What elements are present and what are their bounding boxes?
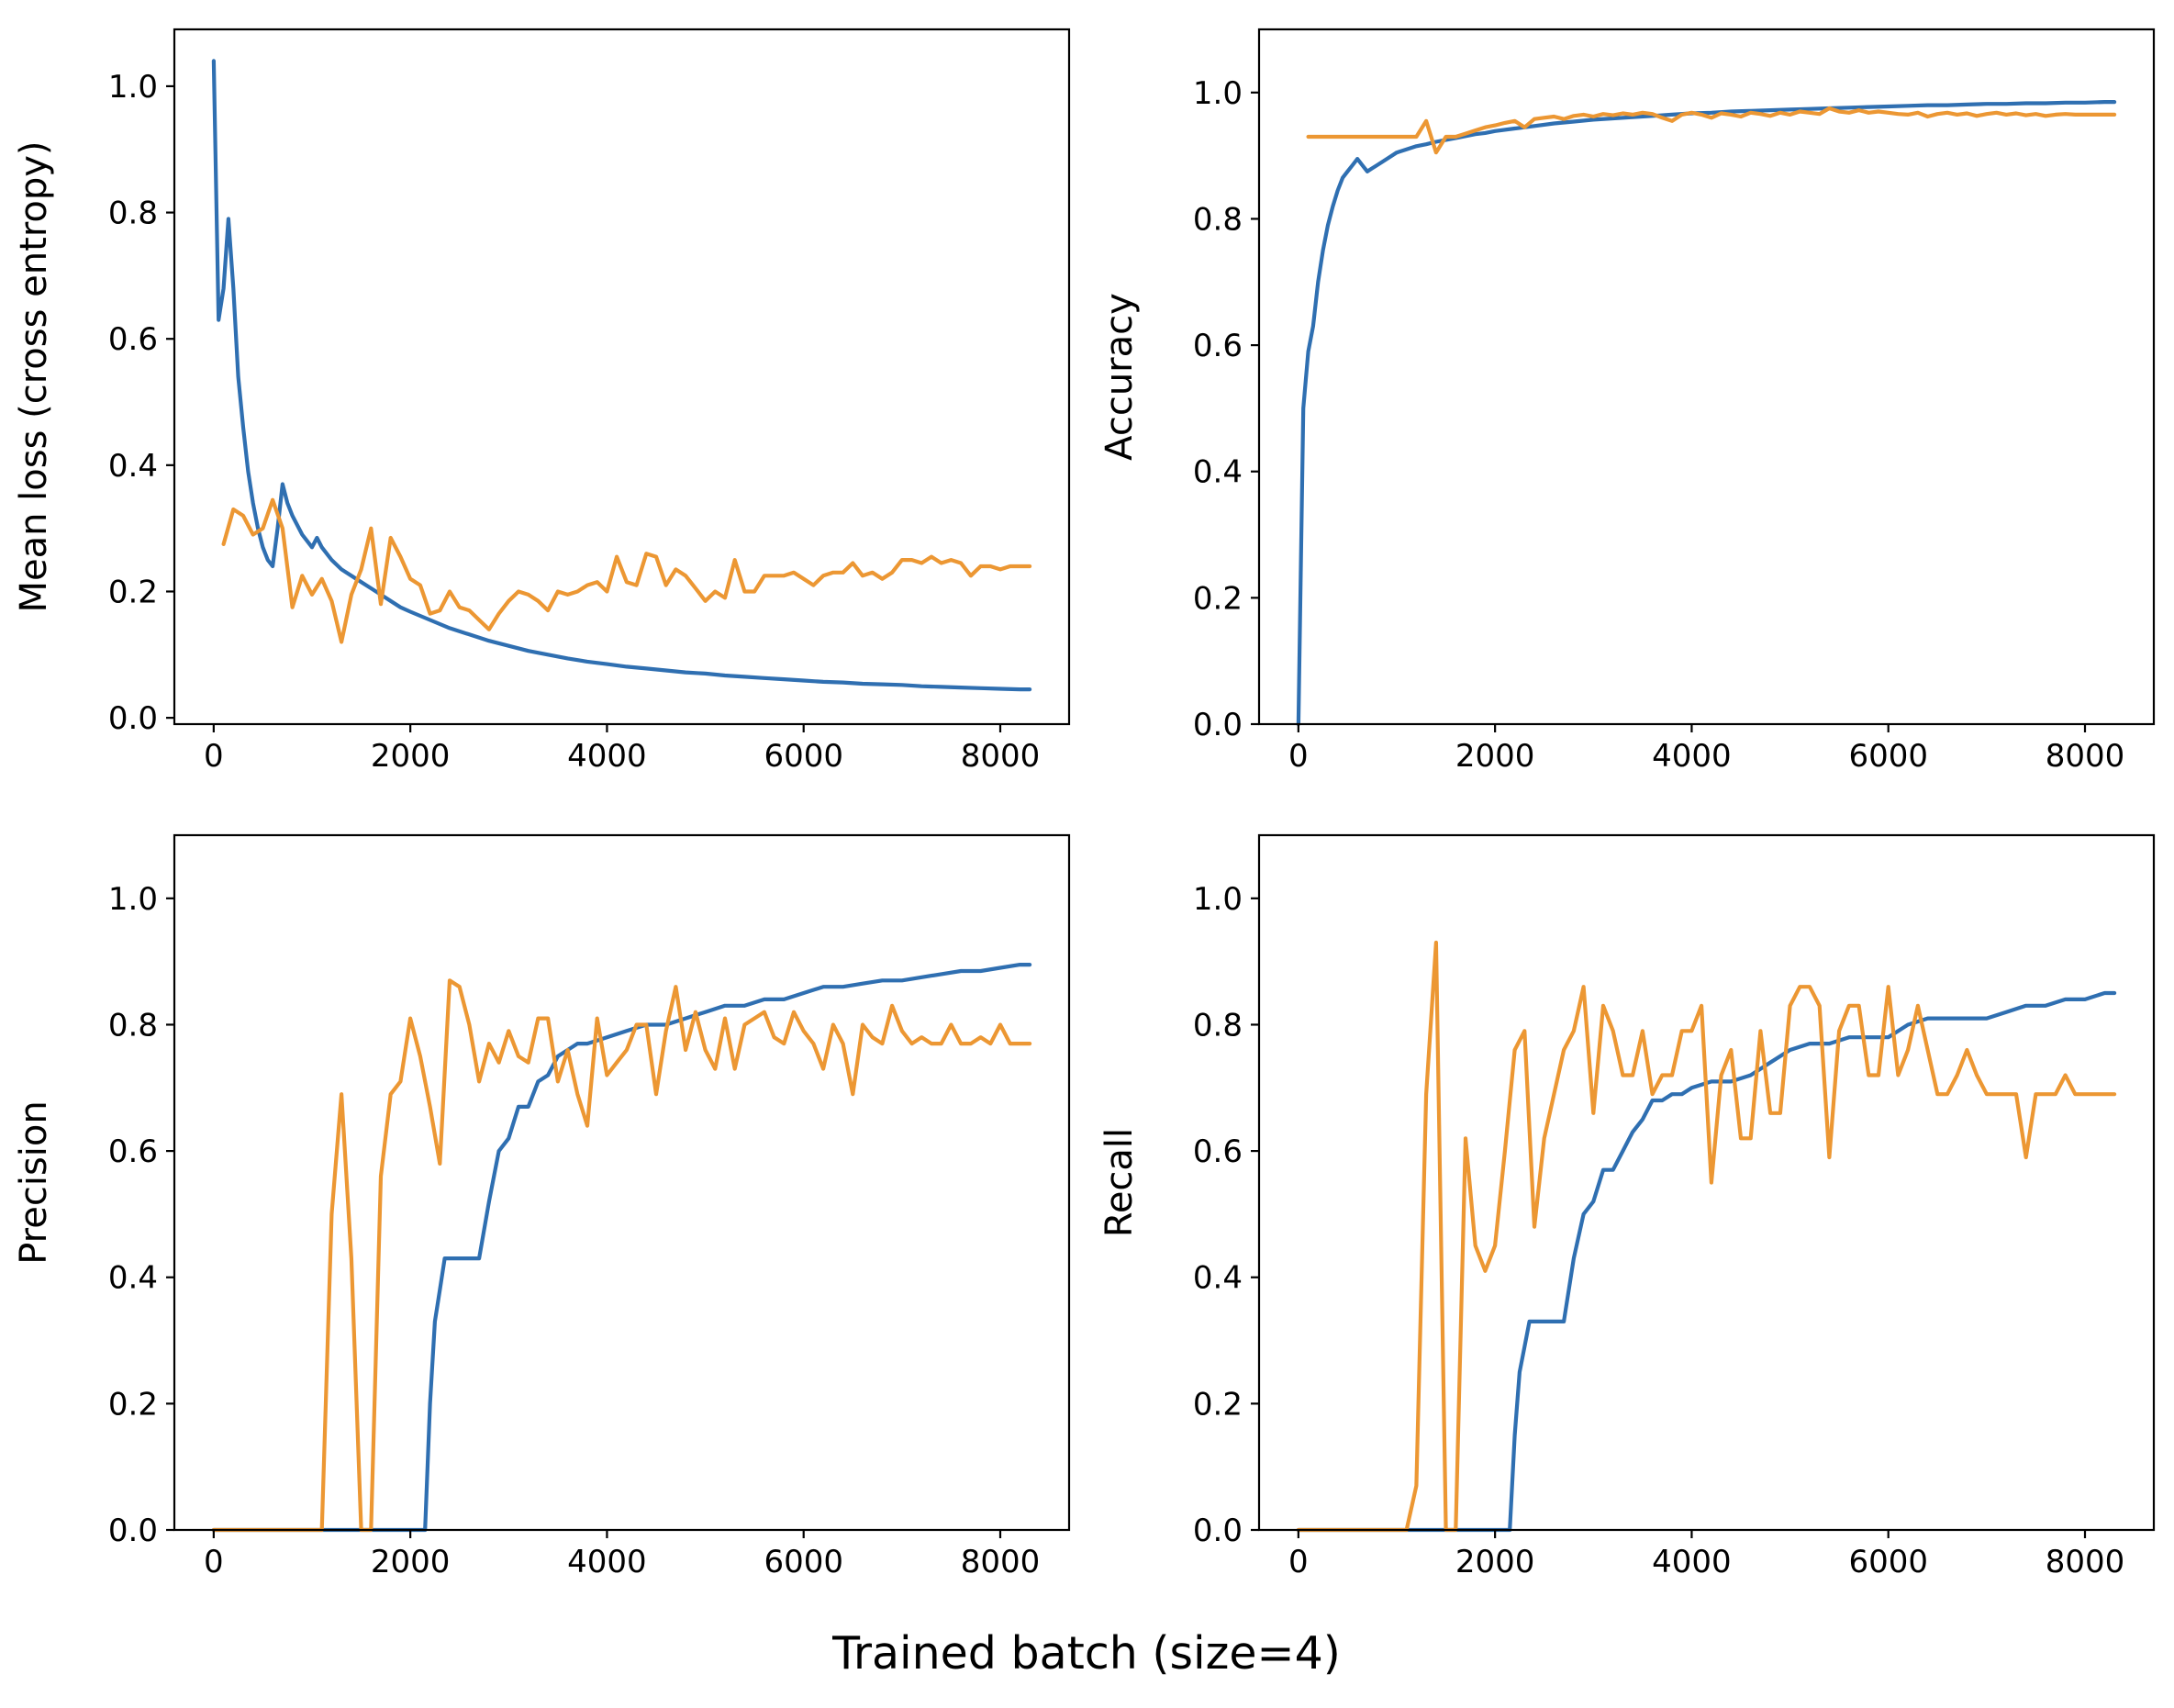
- accuracy-series-orange-line: [1306, 106, 2117, 155]
- recall-series-orange-line: [1296, 940, 2117, 1533]
- accuracy-ylabel: Accuracy: [1098, 293, 1141, 461]
- precision-series-blue-line: [211, 962, 1032, 1533]
- recall-xtick-label: 6000: [1848, 1544, 1928, 1580]
- loss-ytick-label: 0.8: [108, 195, 158, 232]
- precision-ytick-label: 0.4: [108, 1260, 158, 1297]
- accuracy-ytick-label: 0.4: [1193, 454, 1243, 491]
- accuracy-ytick-label: 0.0: [1193, 707, 1243, 743]
- recall-ylabel: Recall: [1098, 1128, 1141, 1237]
- precision-ytick-label: 0.2: [108, 1386, 158, 1423]
- subplot-precision: 0 2000 4000 6000 8000 0.0 0.2 0.4 0.6 0.8 1.0 Preci…: [13, 833, 1071, 1580]
- loss-ytick-label: 0.0: [108, 700, 158, 737]
- loss-series-orange-line: [221, 497, 1032, 644]
- recall-ytick-label: 0.4: [1193, 1260, 1243, 1297]
- subplot-loss: 0 2000 4000 6000 8000 0.0 0.2 0.4 0.6 0.8 1.0 Mean …: [13, 28, 1071, 775]
- accuracy-axes-frame: [1257, 28, 2156, 726]
- precision-series-orange-line: [211, 978, 1032, 1533]
- loss-series-blue-line: [211, 59, 1032, 692]
- precision-xtick-label: 4000: [567, 1544, 647, 1580]
- recall-xtick-label: 2000: [1455, 1544, 1535, 1580]
- precision-ytick-label: 0.8: [108, 1007, 158, 1044]
- recall-xtick-label: 0: [1288, 1544, 1309, 1580]
- accuracy-xtick-label: 0: [1288, 738, 1309, 775]
- precision-ytick-label: 0.6: [108, 1133, 158, 1170]
- precision-ytick-label: 0.0: [108, 1513, 158, 1549]
- recall-ytick-label: 0.2: [1193, 1386, 1243, 1423]
- precision-ylabel: Precision: [13, 1100, 55, 1264]
- recall-xtick-label: 4000: [1652, 1544, 1732, 1580]
- accuracy-xtick-label: 4000: [1652, 738, 1732, 775]
- loss-axes-frame: [173, 28, 1071, 726]
- loss-xtick-label: 0: [204, 738, 224, 775]
- accuracy-ytick-label: 1.0: [1193, 75, 1243, 112]
- loss-xtick-label: 4000: [567, 738, 647, 775]
- recall-ytick-label: 0.0: [1193, 1513, 1243, 1549]
- loss-ylabel: Mean loss (cross entropy): [13, 140, 55, 612]
- subplot-recall: 0 2000 4000 6000 8000 0.0 0.2 0.4 0.6 0.8 1.0 Recal…: [1098, 833, 2156, 1580]
- recall-ytick-label: 1.0: [1193, 881, 1243, 918]
- accuracy-xtick-label: 8000: [2046, 738, 2125, 775]
- recall-series-blue-line: [1296, 990, 2117, 1533]
- loss-ytick-label: 0.6: [108, 321, 158, 358]
- accuracy-ytick-label: 0.6: [1193, 328, 1243, 364]
- precision-axes-frame: [173, 833, 1071, 1532]
- recall-ytick-label: 0.6: [1193, 1133, 1243, 1170]
- precision-xtick-label: 8000: [961, 1544, 1041, 1580]
- recall-xtick-label: 8000: [2046, 1544, 2125, 1580]
- loss-xtick-label: 6000: [764, 738, 843, 775]
- loss-xtick-label: 2000: [371, 738, 451, 775]
- accuracy-ytick-label: 0.2: [1193, 580, 1243, 617]
- accuracy-xtick-label: 2000: [1455, 738, 1535, 775]
- accuracy-series-blue-line: [1296, 99, 2117, 727]
- loss-ytick-label: 0.2: [108, 574, 158, 610]
- loss-xtick-label: 8000: [961, 738, 1041, 775]
- subplot-accuracy: 0 2000 4000 6000 8000 0.0 0.2 0.4 0.6 0.8 1.0 Accur…: [1098, 28, 2156, 775]
- accuracy-ytick-label: 0.8: [1193, 201, 1243, 238]
- precision-xtick-label: 2000: [371, 1544, 451, 1580]
- loss-ytick-label: 0.4: [108, 448, 158, 485]
- recall-axes-frame: [1257, 833, 2156, 1532]
- precision-xtick-label: 6000: [764, 1544, 843, 1580]
- precision-xtick-label: 0: [204, 1544, 224, 1580]
- accuracy-xtick-label: 6000: [1848, 738, 1928, 775]
- figure-xlabel: Trained batch (size=4): [831, 1627, 1341, 1680]
- recall-ytick-label: 0.8: [1193, 1007, 1243, 1044]
- precision-ytick-label: 1.0: [108, 881, 158, 918]
- loss-ytick-label: 1.0: [108, 69, 158, 106]
